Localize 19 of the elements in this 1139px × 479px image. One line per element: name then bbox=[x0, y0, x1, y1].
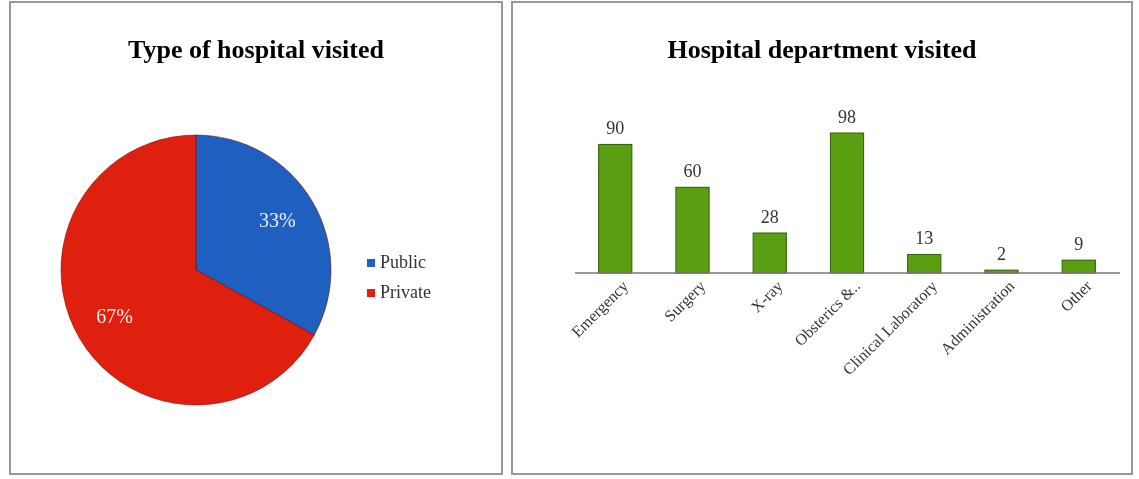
bar bbox=[829, 132, 865, 274]
data-label: 13 bbox=[915, 228, 934, 249]
data-label: 90 bbox=[606, 118, 625, 139]
bar bbox=[907, 253, 942, 274]
data-label: 2 bbox=[997, 244, 1007, 265]
legend-label: Public bbox=[380, 252, 427, 273]
bar bbox=[752, 232, 787, 274]
bar bbox=[1061, 259, 1096, 274]
bar bbox=[598, 143, 633, 274]
data-label: 9 bbox=[1074, 234, 1084, 255]
data-label: 33% bbox=[259, 208, 296, 231]
legend-label: Private bbox=[380, 282, 431, 303]
data-label: 28 bbox=[760, 207, 779, 227]
data-label: 67% bbox=[96, 304, 133, 327]
data-label: 60 bbox=[683, 161, 702, 182]
bar bbox=[675, 186, 710, 274]
chart-title: Type of hospital visited bbox=[128, 35, 385, 64]
chart-title: Hospital department visited bbox=[667, 35, 978, 64]
data-label: 98 bbox=[838, 107, 856, 127]
